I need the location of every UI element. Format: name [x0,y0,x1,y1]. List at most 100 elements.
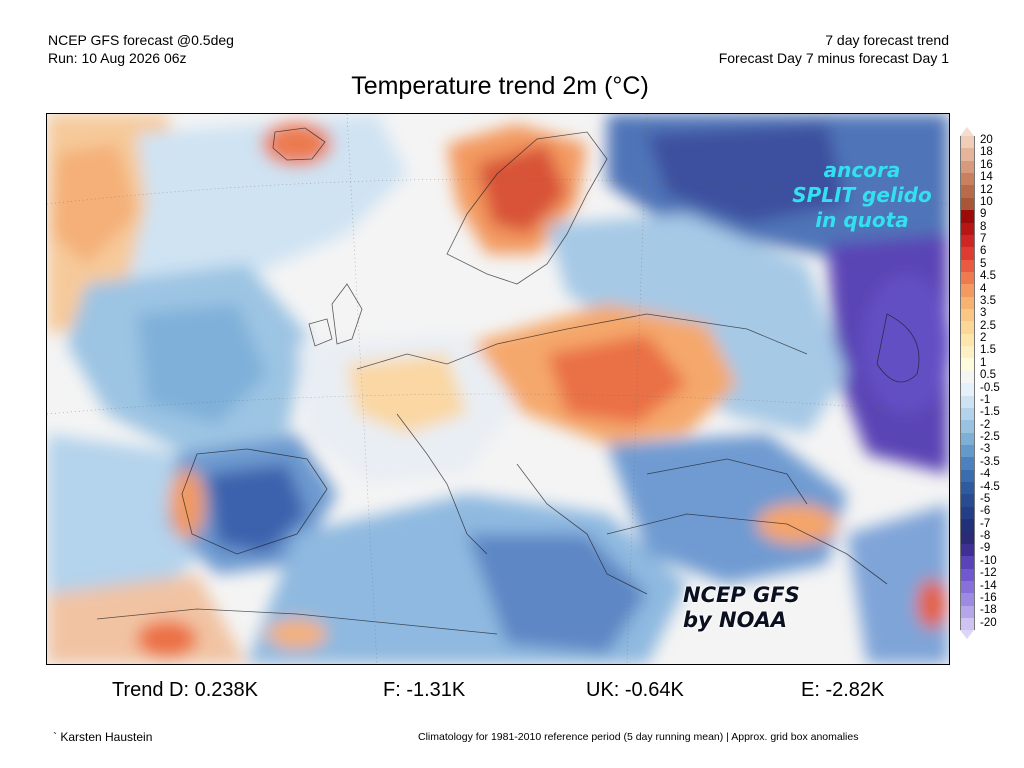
colorbar-cell [960,407,975,421]
author-credit: ` Karsten Haustein [53,730,153,744]
colorbar-cell [960,444,975,458]
header-left: NCEP GFS forecast @0.5deg Run: 10 Aug 20… [48,31,234,67]
colorbar-cell [960,185,975,198]
colorbar-cell [960,395,975,408]
colorbar-cell [960,593,975,606]
trend-title: 7 day forecast trend [825,32,949,48]
colorbar-label: -1 [980,393,991,406]
colorbar-cell [960,222,975,235]
colorbar-label: -16 [980,591,997,604]
colorbar-cell [960,173,975,186]
credit-overlay: NCEP GFS by NOAA [683,583,800,633]
colorbar-label: -20 [980,616,997,629]
colorbar-label: 0.5 [980,369,996,382]
colorbar-label: 3.5 [980,294,996,307]
colorbar-cell [960,136,975,149]
colorbar-label: 3 [980,307,987,320]
colorbar-cell [960,370,975,384]
annotation-split: ancora SPLIT gelido in quota [772,158,952,233]
colorbar-label: 14 [980,171,993,184]
colorbar-label: 16 [980,158,993,171]
colorbar-label: 4 [980,282,987,295]
stat-trend: Trend D: 0.238K [112,679,259,701]
colorbar-label: 9 [980,208,987,221]
colorbar-cell [960,580,975,594]
colorbar-label: 2.5 [980,319,996,332]
colorbar-label: -9 [980,542,991,555]
colorbar-label: 10 [980,195,993,208]
colorbar-cell [960,432,975,445]
colorbar-cell [960,556,975,569]
colorbar-label: 1 [980,356,987,369]
colorbar-label: -10 [980,554,997,567]
colorbar-cell [960,618,975,631]
trend-definition: Forecast Day 7 minus forecast Day 1 [718,50,949,66]
colorbar-cell [960,543,975,557]
map-title: Temperature trend 2m (°C) [351,72,649,100]
colorbar-label: 20 [980,134,993,146]
colorbar-cell [960,519,975,532]
colorbar-label: 2 [980,332,987,344]
colorbar-bottom-arrow [960,630,974,640]
colorbar-cell [960,321,975,334]
colorbar-cell [960,197,975,211]
colorbar-cell [960,309,975,322]
colorbar-cell [960,457,975,470]
map-frame [46,113,950,665]
colorbar-label: -18 [980,604,997,617]
colorbar-cell [960,531,975,544]
colorbar-label: -7 [980,517,991,530]
colorbar-cell [960,160,975,174]
colorbar-cell [960,271,975,285]
credit-line-2: by NOAA [683,608,787,632]
stat-france: F: -1.31K [383,679,466,701]
colorbar-cell [960,284,975,297]
colorbar-label: -3.5 [980,455,1000,468]
colorbar-cell [960,494,975,507]
colorbar-label: 18 [980,146,993,159]
colorbar [960,127,975,640]
colorbar-cell [960,234,975,248]
colorbar-top-arrow [960,127,974,136]
colorbar-cell [960,358,975,371]
annotation-line-1: ancora [823,158,901,182]
colorbar-label: -4.5 [980,480,1000,493]
annotation-line-2: SPLIT gelido [792,183,932,207]
colorbar-label: 5 [980,257,987,270]
colorbar-label: -3 [980,443,991,456]
colorbar-label: 7 [980,233,987,245]
anomaly-map [47,114,949,664]
colorbar-label: -2 [980,418,991,431]
colorbar-cell [960,210,975,223]
model-label: NCEP GFS forecast @0.5deg [48,32,234,48]
colorbar-label: -12 [980,567,997,580]
colorbar-label: 4.5 [980,270,996,283]
colorbar-cell [960,333,975,347]
stat-uk: UK: -0.64K [586,679,684,701]
colorbar-cell [960,469,975,483]
annotation-line-3: in quota [815,208,909,232]
colorbar-label: -14 [980,579,997,592]
colorbar-label: -2.5 [980,431,1000,443]
run-label: Run: 10 Aug 2026 06z [48,50,187,66]
colorbar-cell [960,148,975,161]
colorbar-label: -0.5 [980,381,1000,394]
colorbar-label: -1.5 [980,406,1000,419]
colorbar-label: 8 [980,220,987,233]
header-right: 7 day forecast trend Forecast Day 7 minu… [719,31,949,67]
colorbar-label: -4 [980,468,991,481]
colorbar-label: -8 [980,530,991,542]
colorbar-cell [960,568,975,581]
colorbar-label: -5 [980,492,991,505]
colorbar-cell [960,605,975,619]
colorbar-cell [960,383,975,396]
colorbar-cell [960,420,975,433]
colorbar-cell [960,247,975,260]
colorbar-label: 6 [980,245,987,258]
credit-line-1: NCEP GFS [683,583,800,607]
colorbar-cell [960,259,975,272]
colorbar-labels: 20 18 16 14 12 10 9 8 7 6 5 4.5 4 3.5 3 2.5 2 1.5 1 0.5 -0.5… [980,134,1000,629]
colorbar-cell [960,506,975,520]
colorbar-cell [960,482,975,495]
colorbar-cell [960,346,975,359]
